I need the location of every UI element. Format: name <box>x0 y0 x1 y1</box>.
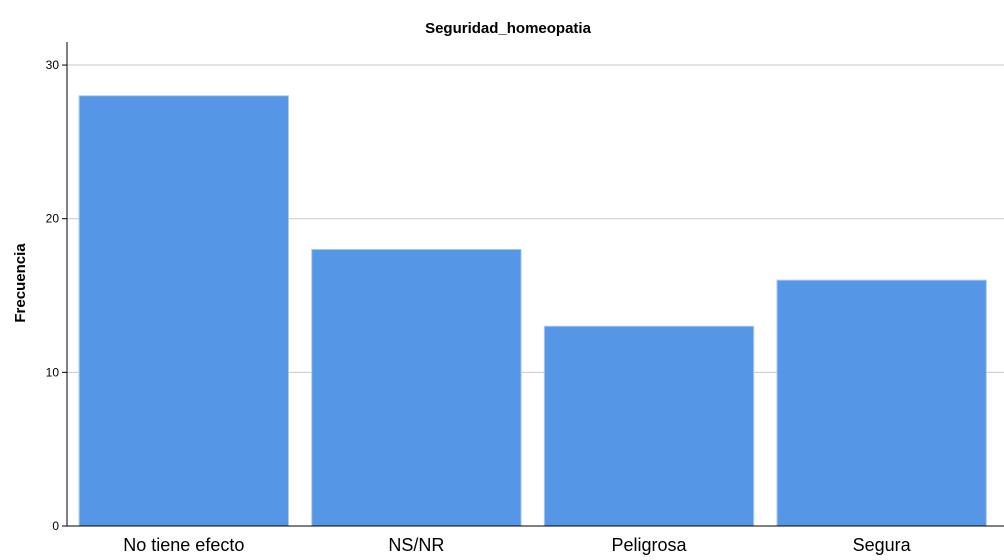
x-tick-label: NS/NR <box>388 535 444 555</box>
x-tick-label: Peligrosa <box>612 535 688 555</box>
y-tick-labels: 0 10 20 30 <box>46 58 60 533</box>
bar <box>776 279 987 527</box>
y-tick-label: 0 <box>52 519 59 533</box>
x-tick-labels: No tiene efecto NS/NR Peligrosa Segura <box>123 535 911 555</box>
y-axis-label: Frecuencia <box>12 243 29 323</box>
bar <box>78 95 289 527</box>
axes <box>62 42 1004 527</box>
bar <box>311 248 522 527</box>
y-tick-label: 30 <box>46 58 60 72</box>
x-tick-label: No tiene efecto <box>123 535 244 555</box>
y-tick-label: 20 <box>46 212 60 226</box>
bars <box>78 95 987 527</box>
x-tick-label: Segura <box>853 535 912 555</box>
chart-title: Seguridad_homeopatia <box>425 20 592 37</box>
y-tick-label: 10 <box>46 365 60 379</box>
bar <box>543 325 755 527</box>
